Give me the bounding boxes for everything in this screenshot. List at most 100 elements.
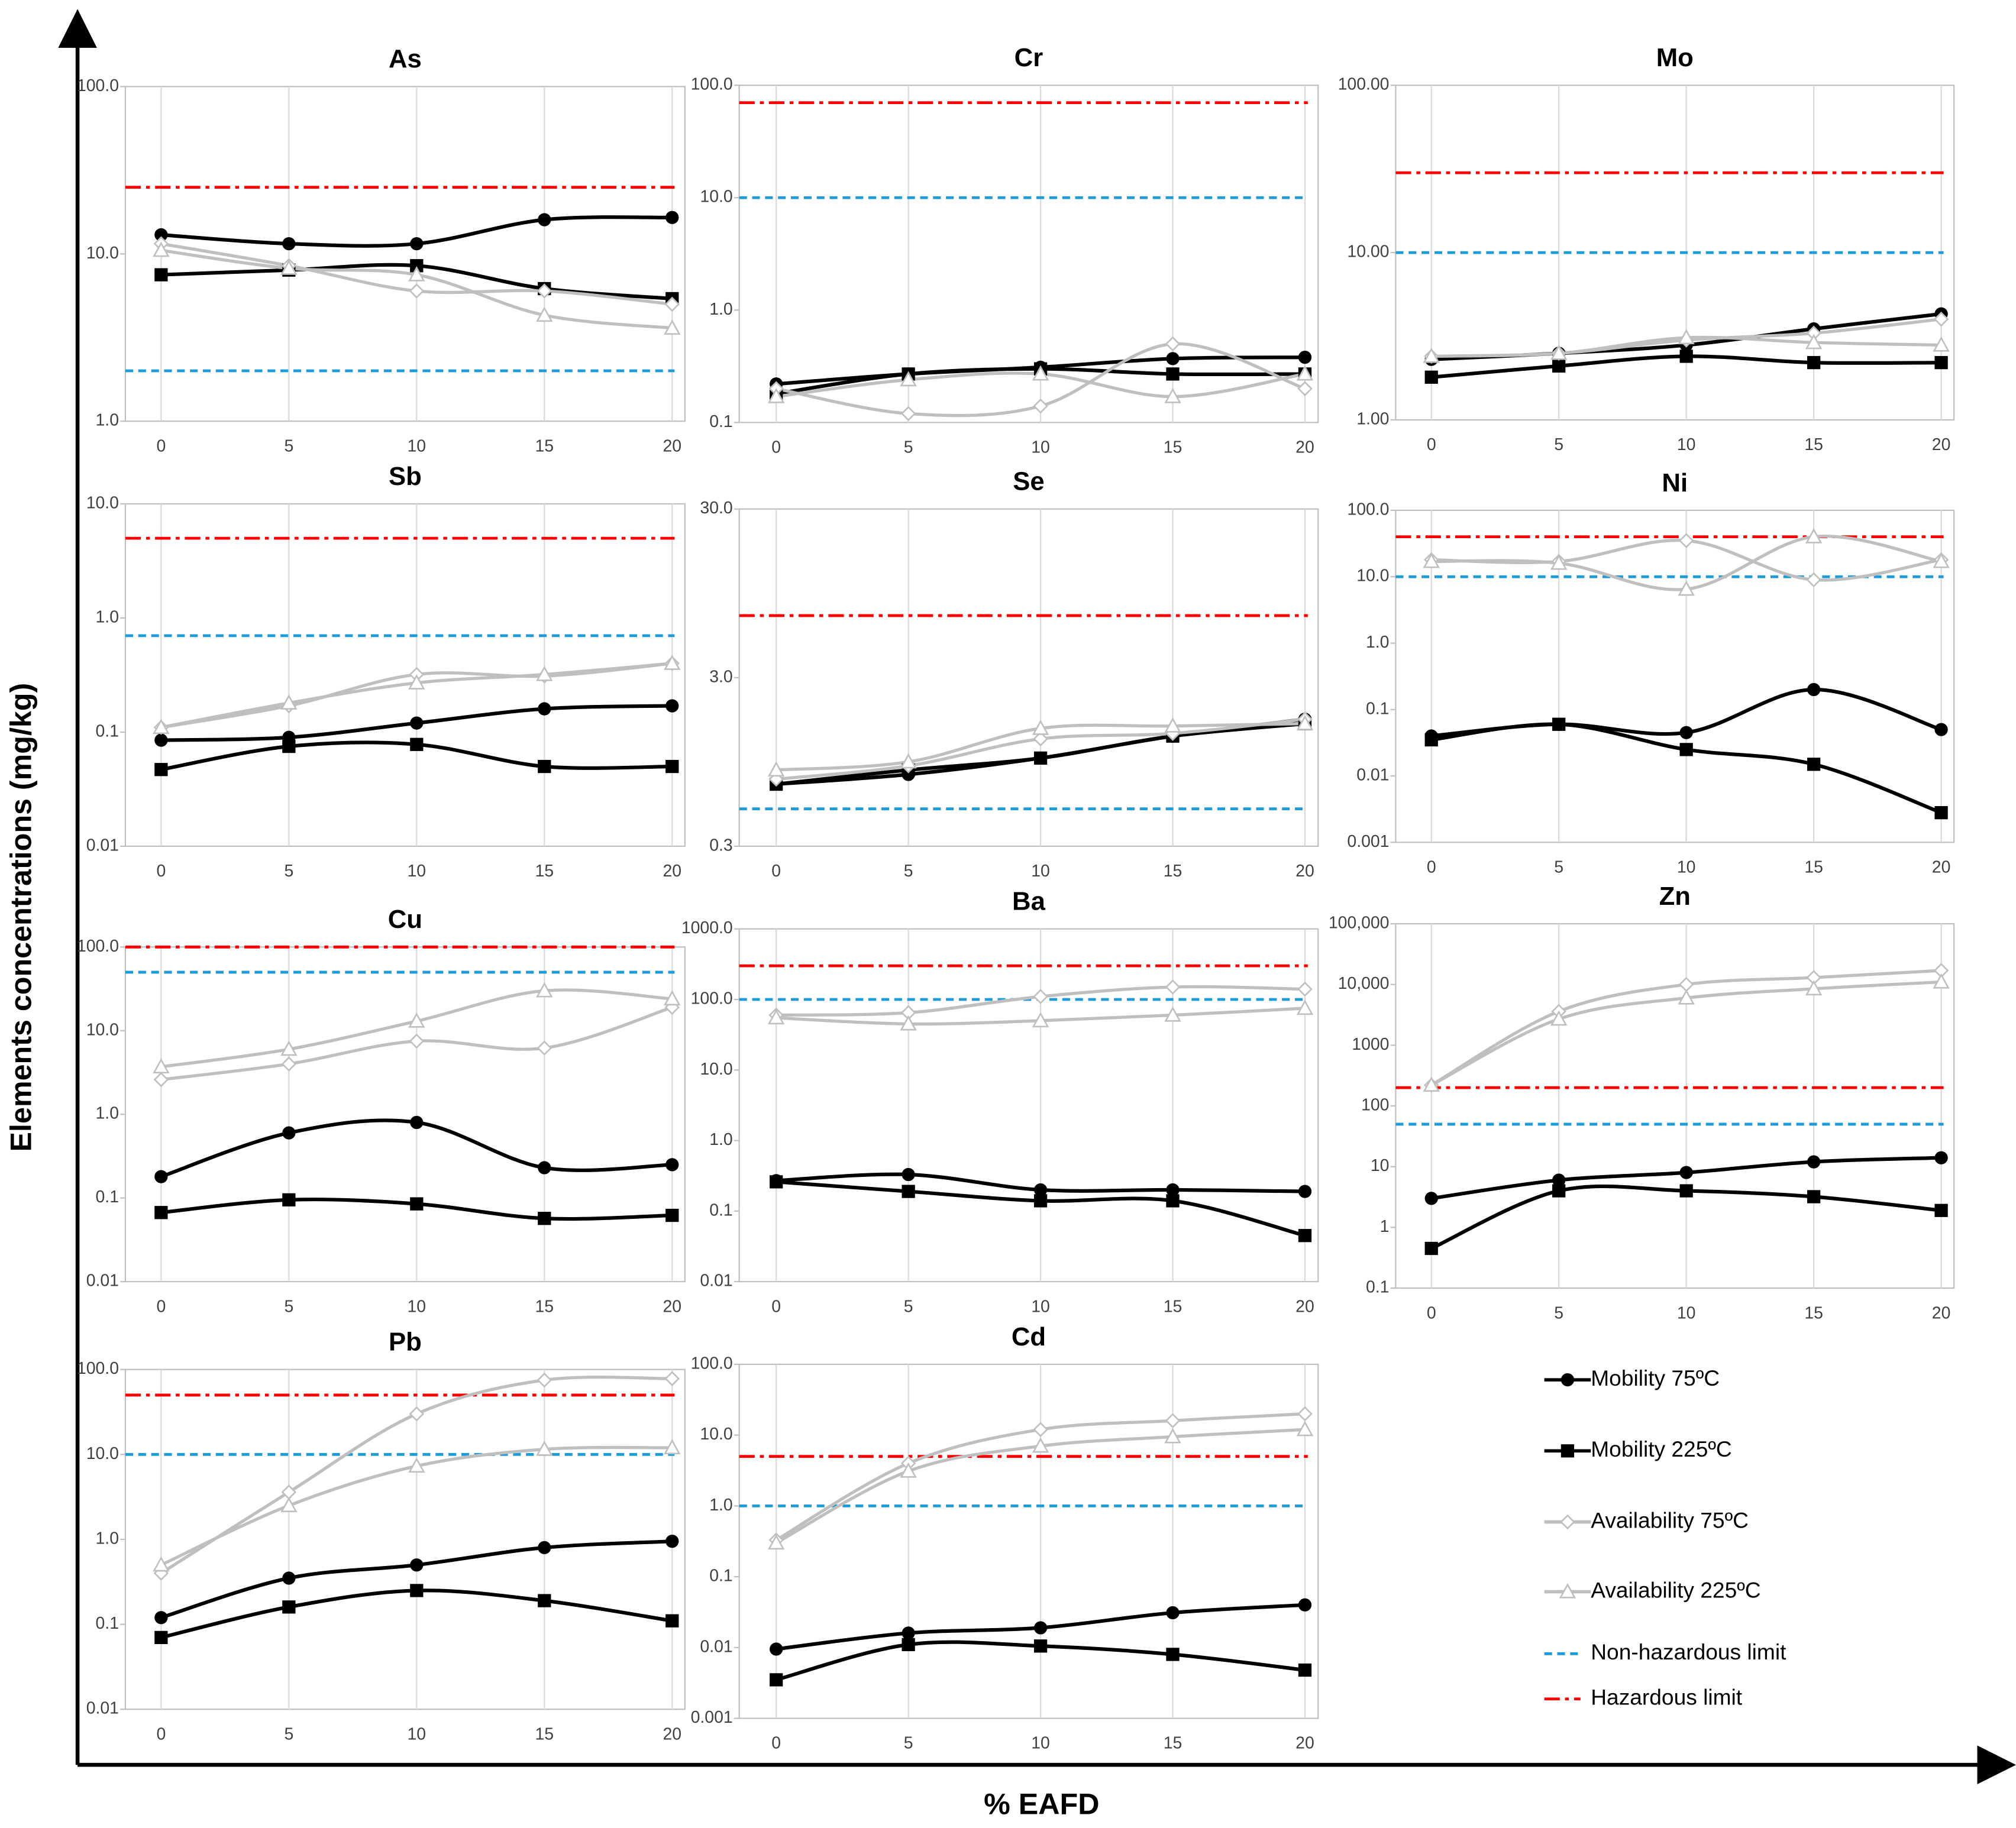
data-point — [1550, 554, 1568, 570]
data-point — [1807, 1190, 1821, 1203]
x-tick-label: 15 — [535, 436, 554, 455]
x-tick-label: 0 — [771, 438, 781, 457]
data-point — [1933, 311, 1949, 327]
y-tick-label: 1.0 — [709, 1130, 732, 1149]
data-point — [1033, 1183, 1048, 1197]
data-point — [664, 655, 681, 670]
data-point — [408, 1012, 425, 1028]
data-point — [767, 761, 785, 777]
y-tick-label: 100.0 — [77, 1359, 119, 1378]
y-tick-label: 0.1 — [709, 1201, 732, 1219]
data-point — [280, 1497, 298, 1512]
data-point — [410, 716, 424, 730]
data-point — [281, 1056, 297, 1072]
panel-title: Cd — [1012, 1322, 1046, 1351]
x-tick-label: 5 — [904, 438, 913, 457]
data-point — [409, 283, 425, 299]
plot-frame — [738, 1363, 1319, 1719]
data-point — [410, 1558, 424, 1572]
data-point — [1165, 1413, 1181, 1429]
x-tick-label: 0 — [156, 1725, 166, 1743]
data-point — [1679, 726, 1693, 739]
data-point — [282, 1600, 296, 1614]
legend-marker — [1560, 1514, 1575, 1530]
y-tick-label: 1.0 — [1366, 633, 1389, 652]
data-point — [1298, 1663, 1312, 1677]
x-tick-label: 5 — [284, 1725, 293, 1743]
data-point — [1550, 1010, 1568, 1026]
x-tick-label: 15 — [1804, 435, 1823, 454]
x-tick-label: 5 — [284, 862, 293, 881]
data-point — [154, 733, 168, 747]
data-point — [538, 702, 551, 716]
data-point — [1297, 381, 1313, 396]
data-point — [1296, 365, 1314, 381]
panel-title: Mo — [1656, 43, 1694, 72]
data-point — [536, 982, 553, 998]
x-tick-label: 15 — [535, 1725, 554, 1743]
data-point — [1933, 973, 1950, 989]
data-point — [1033, 1639, 1048, 1653]
legend-label: Non-hazardous limit — [1591, 1639, 1786, 1664]
x-tick-label: 5 — [1554, 858, 1563, 877]
data-point — [536, 665, 553, 681]
data-point — [1423, 347, 1440, 363]
x-tick-label: 15 — [535, 862, 554, 881]
legend-label: Availability 225ºC — [1591, 1577, 1760, 1602]
y-tick-label: 0.001 — [691, 1708, 733, 1727]
data-point — [665, 1158, 679, 1172]
data-point — [1296, 714, 1314, 730]
plot-frame — [124, 503, 686, 847]
x-tick-label: 0 — [771, 1734, 781, 1753]
plot-frame — [738, 85, 1319, 423]
x-tick-label: 0 — [156, 1297, 166, 1316]
data-point — [1296, 999, 1314, 1015]
data-point — [902, 1167, 915, 1182]
x-tick-label: 20 — [663, 1297, 681, 1316]
data-point — [1934, 1203, 1948, 1217]
data-point — [280, 694, 298, 710]
data-point — [1032, 365, 1049, 381]
y-tick-label: 1000 — [1352, 1035, 1389, 1054]
data-point — [1166, 352, 1180, 365]
data-point — [410, 1584, 424, 1597]
data-point — [665, 211, 679, 224]
panel-title: Se — [1013, 467, 1044, 496]
x-tick-label: 5 — [904, 1734, 913, 1753]
plot-frame — [124, 946, 686, 1283]
data-point — [1423, 1076, 1440, 1092]
data-point — [538, 1594, 551, 1607]
y-tick-label: 10.0 — [1356, 567, 1389, 585]
data-point — [1424, 733, 1438, 747]
x-tick-label: 10 — [1031, 862, 1050, 881]
data-point — [282, 1193, 296, 1206]
legend-label: Mobility 75ºC — [1591, 1366, 1720, 1390]
x-tick-label: 20 — [1295, 862, 1314, 881]
data-point — [665, 1208, 679, 1222]
y-tick-label: 100.0 — [1347, 500, 1389, 519]
x-tick-label: 0 — [156, 862, 166, 881]
x-tick-label: 15 — [1804, 1303, 1823, 1322]
y-tick-label: 100.0 — [691, 75, 733, 94]
data-point — [1679, 743, 1693, 756]
data-point — [902, 1626, 915, 1640]
y-tick-label: 1.0 — [96, 411, 119, 430]
x-tick-label: 20 — [1295, 438, 1314, 457]
y-tick-label: 30.0 — [700, 499, 732, 517]
data-point — [1164, 387, 1181, 403]
y-tick-label: 10,000 — [1338, 974, 1390, 993]
data-point — [1033, 989, 1048, 1004]
x-tick-label: 15 — [535, 1297, 554, 1316]
data-point — [665, 1535, 679, 1548]
data-point — [153, 1556, 170, 1572]
data-point — [538, 759, 551, 774]
data-point — [1552, 1173, 1566, 1187]
panel-title: As — [389, 44, 422, 73]
data-point — [770, 1673, 783, 1687]
y-tick-label: 1.0 — [709, 300, 732, 319]
y-tick-label: 100.0 — [691, 1354, 733, 1373]
y-tick-label: 0.01 — [1356, 766, 1389, 785]
x-tick-label: 20 — [1295, 1297, 1314, 1316]
data-point — [1166, 367, 1180, 381]
